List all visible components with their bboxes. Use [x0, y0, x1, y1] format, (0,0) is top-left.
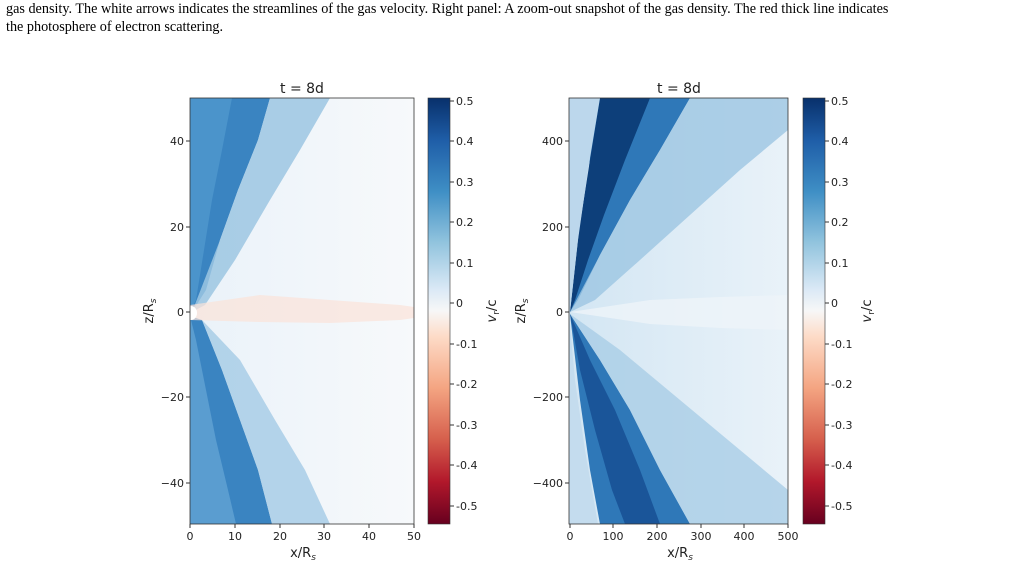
left-cbar-tick-label: 0: [456, 297, 463, 310]
right-cbar-tick-label: 0: [831, 297, 838, 310]
left-xtick-label: 10: [228, 530, 242, 543]
right-panel-title: t = 8d: [657, 81, 701, 97]
right-xtick-label: 500: [778, 530, 799, 543]
left-xtick-label: 50: [407, 530, 421, 543]
right-y-ticks: 400 200 0 −200 −400: [533, 135, 569, 490]
left-cbar-tick-label: 0.2: [456, 216, 474, 229]
right-xtick-label: 0: [567, 530, 574, 543]
right-x-ticks: 0 100 200 300 400 500: [567, 524, 799, 543]
left-colorbar-ticks: 0.5 0.4 0.3 0.2 0.1 0 -0.1 -0.2 -0.3 -0.…: [450, 95, 477, 513]
left-cbar-tick-label: -0.5: [456, 500, 477, 513]
right-cbar-tick-label: -0.1: [831, 338, 852, 351]
right-cbar-tick-label: 0.1: [831, 257, 849, 270]
caption-line-2: the photosphere of electron scattering.: [6, 19, 224, 35]
left-ytick-label: 40: [170, 135, 184, 148]
left-ytick-label: 0: [177, 306, 184, 319]
right-ytick-label: 0: [556, 306, 563, 319]
left-colorbar: 0.5 0.4 0.3 0.2 0.1 0 -0.1 -0.2 -0.3 -0.…: [427, 95, 502, 525]
right-cbar-tick-label: 0.5: [831, 95, 849, 108]
left-panel: t = 8d 40 20 0 −20: [142, 81, 502, 563]
left-cbar-tick-label: 0.3: [456, 176, 474, 189]
right-cbar-tick-label: -0.2: [831, 378, 852, 391]
left-xtick-label: 30: [317, 530, 331, 543]
left-xtick-label: 40: [362, 530, 376, 543]
right-cbar-tick-label: -0.3: [831, 419, 852, 432]
left-colorbar-label: vr/c: [485, 300, 502, 323]
left-y-axis-label: z/Rs: [142, 298, 159, 323]
right-xtick-label: 100: [603, 530, 624, 543]
left-cbar-tick-label: -0.2: [456, 378, 477, 391]
left-cbar-tick-label: 0.1: [456, 257, 474, 270]
right-ytick-label: 400: [542, 135, 563, 148]
right-cbar-tick-label: 0.4: [831, 135, 849, 148]
left-cbar-tick-label: 0.4: [456, 135, 474, 148]
right-x-axis-label: x/Rs: [667, 546, 693, 563]
caption-line-1: gas density. The white arrows indicates …: [6, 1, 889, 17]
right-xtick-label: 200: [647, 530, 668, 543]
left-cbar-tick-label: -0.4: [456, 459, 477, 472]
left-ytick-label: −40: [161, 477, 184, 490]
right-colorbar: 0.5 0.4 0.3 0.2 0.1 0 -0.1 -0.2 -0.3 -0.…: [802, 95, 877, 525]
figure-caption: gas density. The white arrows indicates …: [6, 0, 1011, 36]
left-ytick-label: −20: [161, 391, 184, 404]
right-cbar-tick-label: 0.3: [831, 176, 849, 189]
right-colorbar-ticks: 0.5 0.4 0.3 0.2 0.1 0 -0.1 -0.2 -0.3 -0.…: [825, 95, 852, 513]
left-panel-title: t = 8d: [280, 81, 324, 97]
left-y-ticks: 40 20 0 −20 −40: [161, 135, 190, 490]
right-cbar-tick-label: 0.2: [831, 216, 849, 229]
right-y-axis-label: z/Rs: [514, 298, 531, 323]
left-ytick-label: 20: [170, 221, 184, 234]
left-x-axis-label: x/Rs: [290, 546, 316, 563]
right-xtick-label: 400: [734, 530, 755, 543]
right-colorbar-label: vr/c: [860, 300, 877, 323]
left-xtick-label: 20: [273, 530, 287, 543]
right-cbar-tick-label: -0.5: [831, 500, 852, 513]
right-xtick-label: 300: [691, 530, 712, 543]
right-ytick-label: −400: [533, 477, 563, 490]
right-ytick-label: 200: [542, 221, 563, 234]
left-density-map: [190, 98, 414, 524]
left-xtick-label: 0: [187, 530, 194, 543]
right-cbar-tick-label: -0.4: [831, 459, 852, 472]
left-cbar-tick-label: -0.1: [456, 338, 477, 351]
left-x-ticks: 0 10 20 30 40 50: [187, 524, 421, 543]
left-cbar-tick-label: 0.5: [456, 95, 474, 108]
right-panel: t = 8d 400 200 0 −200: [514, 81, 877, 563]
right-density-map: [569, 98, 788, 524]
left-cbar-tick-label: -0.3: [456, 419, 477, 432]
right-ytick-label: −200: [533, 391, 563, 404]
